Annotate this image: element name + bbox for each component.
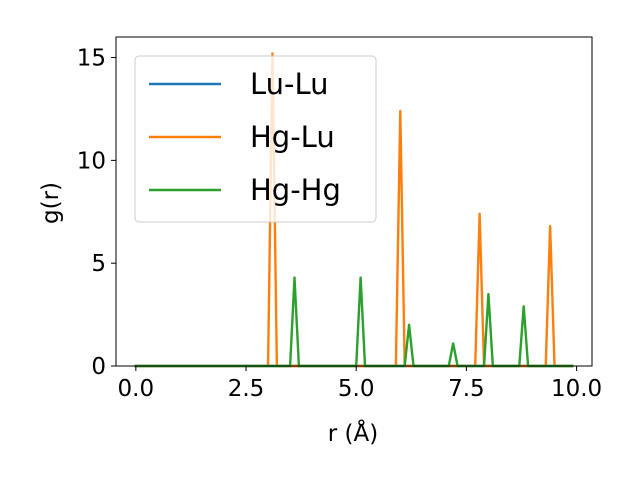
x-tick-label: 7.5 [448,376,485,402]
legend-box [134,55,377,223]
legend-label-hg-hg: Hg-Hg [250,173,341,207]
legend: Lu-Lu Hg-Lu Hg-Hg [134,55,377,223]
x-tick-label: 0.0 [118,376,155,402]
y-tick-label: 5 [91,251,106,277]
y-tick-label: 15 [77,46,106,72]
x-tick-label: 10.0 [551,376,602,402]
y-tick-label: 0 [91,354,106,380]
x-axis-label: r (Å) [328,419,378,447]
plot-frame [115,36,593,367]
x-tick-label: 2.5 [228,376,265,402]
y-axis-label: g(r) [38,182,64,224]
x-tick-label: 5.0 [338,376,375,402]
x-axis: 0.0 2.5 5.0 7.5 10.0 [118,366,602,402]
y-axis: 0 5 10 15 [77,46,116,380]
legend-label-lu-lu: Lu-Lu [250,67,329,101]
legend-label-hg-lu: Hg-Lu [250,120,335,154]
y-tick-label: 10 [77,148,106,174]
